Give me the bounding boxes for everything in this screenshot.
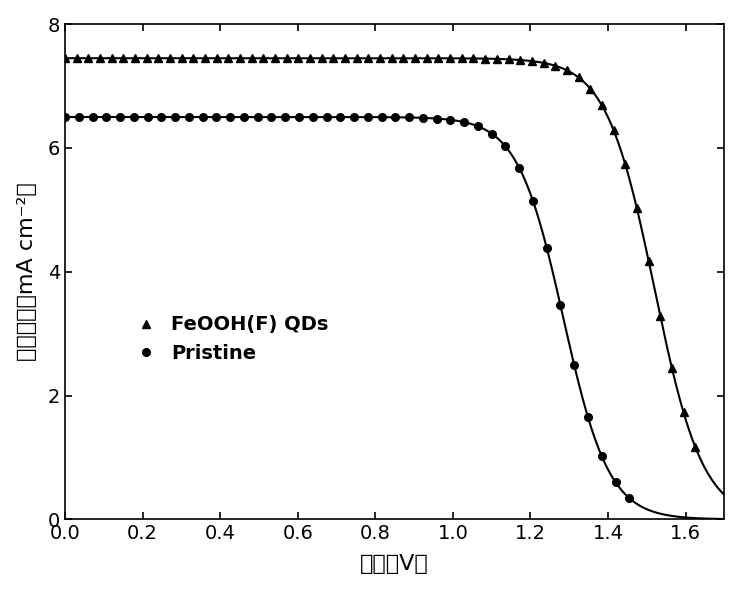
Pristine — [570, 362, 579, 369]
FeOOH(F) QDs — [679, 409, 688, 416]
Pristine — [350, 113, 359, 121]
Pristine — [528, 197, 537, 204]
Pristine — [556, 302, 565, 309]
Pristine — [391, 113, 400, 121]
Pristine — [322, 113, 331, 121]
Pristine — [501, 143, 510, 150]
Pristine — [143, 113, 152, 121]
Pristine — [446, 116, 455, 124]
Pristine — [212, 113, 221, 121]
Pristine — [515, 164, 524, 171]
Pristine — [488, 130, 496, 137]
Pristine — [130, 113, 139, 121]
Pristine — [88, 113, 97, 121]
Pristine — [597, 453, 606, 460]
Pristine — [363, 113, 372, 121]
Pristine — [336, 113, 345, 121]
Pristine — [61, 113, 70, 121]
FeOOH(F) QDs — [130, 54, 139, 61]
Pristine — [102, 113, 110, 121]
Pristine — [459, 119, 468, 126]
Line: Pristine: Pristine — [62, 113, 633, 502]
Pristine — [473, 123, 482, 130]
Pristine — [611, 479, 620, 486]
FeOOH(F) QDs — [212, 54, 221, 61]
Pristine — [281, 113, 290, 121]
Pristine — [239, 113, 248, 121]
FeOOH(F) QDs — [691, 443, 700, 450]
Pristine — [432, 115, 441, 122]
FeOOH(F) QDs — [61, 54, 70, 61]
X-axis label: 电压（V）: 电压（V） — [360, 554, 429, 574]
Pristine — [170, 113, 179, 121]
Pristine — [542, 244, 551, 251]
FeOOH(F) QDs — [621, 161, 630, 168]
Pristine — [74, 113, 83, 121]
Pristine — [405, 114, 413, 121]
Pristine — [294, 113, 303, 121]
Pristine — [157, 113, 166, 121]
Legend: FeOOH(F) QDs, Pristine: FeOOH(F) QDs, Pristine — [121, 308, 336, 371]
Pristine — [185, 113, 193, 121]
FeOOH(F) QDs — [294, 54, 303, 61]
FeOOH(F) QDs — [177, 54, 186, 61]
Pristine — [253, 113, 262, 121]
Pristine — [267, 113, 276, 121]
Pristine — [625, 495, 634, 502]
Pristine — [584, 414, 593, 421]
Pristine — [198, 113, 207, 121]
Pristine — [308, 113, 317, 121]
Pristine — [116, 113, 124, 121]
Pristine — [377, 113, 386, 121]
Y-axis label: 电流密度（mA cm⁻²）: 电流密度（mA cm⁻²） — [16, 183, 36, 361]
Pristine — [226, 113, 235, 121]
Pristine — [419, 114, 428, 121]
Line: FeOOH(F) QDs: FeOOH(F) QDs — [62, 54, 699, 451]
